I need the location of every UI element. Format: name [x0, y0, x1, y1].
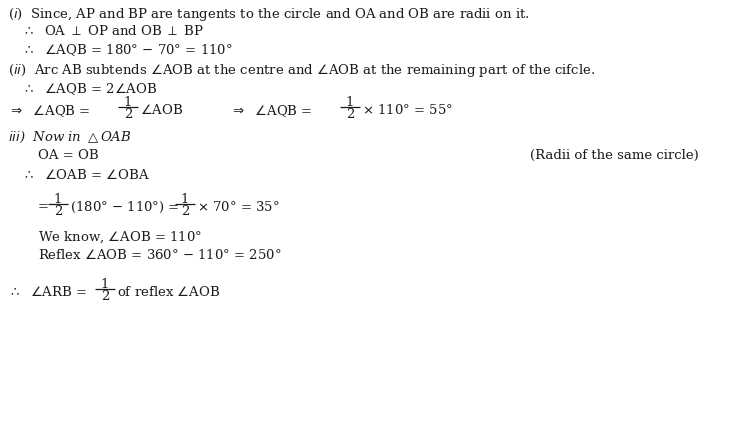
Text: 1: 1 [54, 193, 62, 206]
Text: (Radii of the same circle): (Radii of the same circle) [530, 149, 699, 162]
Text: $iii$)  Now in $\triangle$OAB: $iii$) Now in $\triangle$OAB [8, 130, 132, 145]
Text: ($i$)  Since, AP and BP are tangents to the circle and OA and OB are radii on it: ($i$) Since, AP and BP are tangents to t… [8, 6, 530, 23]
Text: of reflex $\angle$AOB: of reflex $\angle$AOB [117, 285, 220, 299]
Text: 1: 1 [346, 96, 354, 109]
Text: 2: 2 [124, 108, 132, 121]
Text: $\times$ 110° = 55°: $\times$ 110° = 55° [362, 103, 453, 117]
Text: ($ii$)  Arc AB subtends $\angle$AOB at the centre and $\angle$AOB at the remaini: ($ii$) Arc AB subtends $\angle$AOB at th… [8, 62, 595, 79]
Text: $\therefore$  $\angle$AQB = 2$\angle$AOB: $\therefore$ $\angle$AQB = 2$\angle$AOB [22, 81, 157, 97]
Text: $\therefore$  $\angle$ARB =: $\therefore$ $\angle$ARB = [8, 285, 89, 299]
Text: (180° $-$ 110°) =: (180° $-$ 110°) = [70, 200, 181, 215]
Text: OA = OB: OA = OB [38, 149, 98, 162]
Text: 2: 2 [101, 290, 109, 303]
Text: 2: 2 [54, 205, 62, 218]
Text: $\therefore$  $\angle$AQB = 180° $-$ 70° = 110°: $\therefore$ $\angle$AQB = 180° $-$ 70° … [22, 42, 233, 58]
Text: $\therefore$  OA $\perp$ OP and OB $\perp$ BP: $\therefore$ OA $\perp$ OP and OB $\perp… [22, 24, 204, 38]
Text: $\Rightarrow$  $\angle$AQB =: $\Rightarrow$ $\angle$AQB = [8, 103, 92, 119]
Text: =: = [38, 200, 53, 213]
Text: 2: 2 [181, 205, 189, 218]
Text: $\angle$AOB: $\angle$AOB [140, 103, 184, 117]
Text: $\Rightarrow$  $\angle$AQB =: $\Rightarrow$ $\angle$AQB = [230, 103, 314, 119]
Text: Reflex $\angle$AOB = 360° $-$ 110° = 250°: Reflex $\angle$AOB = 360° $-$ 110° = 250… [38, 248, 281, 262]
Text: $\times$ 70° = 35°: $\times$ 70° = 35° [197, 200, 280, 214]
Text: 1: 1 [101, 278, 109, 291]
Text: We know, $\angle$AOB = 110°: We know, $\angle$AOB = 110° [38, 230, 202, 245]
Text: 1: 1 [181, 193, 189, 206]
Text: 2: 2 [346, 108, 354, 121]
Text: 1: 1 [124, 96, 132, 109]
Text: $\therefore$  $\angle$OAB = $\angle$OBA: $\therefore$ $\angle$OAB = $\angle$OBA [22, 168, 150, 182]
